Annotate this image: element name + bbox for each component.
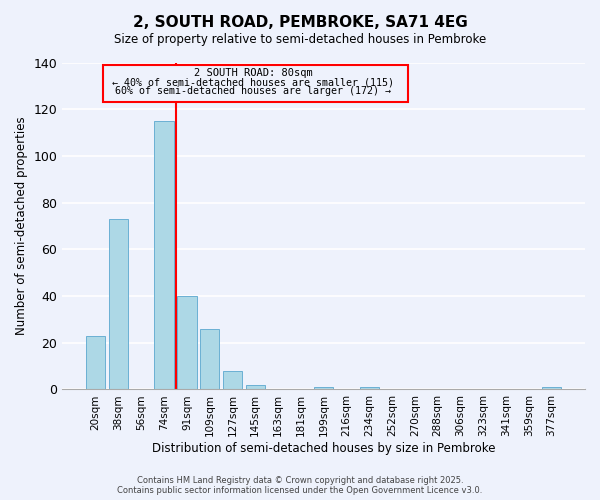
Bar xyxy=(154,121,174,390)
FancyBboxPatch shape xyxy=(103,65,408,102)
Bar xyxy=(177,296,197,390)
Text: 2 SOUTH ROAD: 80sqm: 2 SOUTH ROAD: 80sqm xyxy=(194,68,313,78)
Bar xyxy=(314,387,334,390)
Bar xyxy=(542,387,561,390)
X-axis label: Distribution of semi-detached houses by size in Pembroke: Distribution of semi-detached houses by … xyxy=(152,442,496,455)
Text: Size of property relative to semi-detached houses in Pembroke: Size of property relative to semi-detach… xyxy=(114,32,486,46)
Bar xyxy=(86,336,106,390)
Bar xyxy=(245,385,265,390)
Bar xyxy=(109,219,128,390)
Text: Contains HM Land Registry data © Crown copyright and database right 2025.
Contai: Contains HM Land Registry data © Crown c… xyxy=(118,476,482,495)
Bar xyxy=(359,387,379,390)
Y-axis label: Number of semi-detached properties: Number of semi-detached properties xyxy=(15,116,28,336)
Bar xyxy=(200,328,220,390)
Text: 2, SOUTH ROAD, PEMBROKE, SA71 4EG: 2, SOUTH ROAD, PEMBROKE, SA71 4EG xyxy=(133,15,467,30)
Text: ← 40% of semi-detached houses are smaller (115): ← 40% of semi-detached houses are smalle… xyxy=(112,78,394,88)
Bar xyxy=(223,371,242,390)
Text: 60% of semi-detached houses are larger (172) →: 60% of semi-detached houses are larger (… xyxy=(115,86,391,97)
